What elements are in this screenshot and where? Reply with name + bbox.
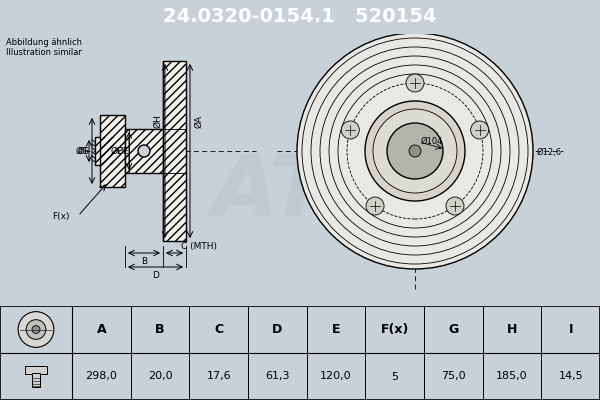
Circle shape [341, 121, 359, 139]
Text: 17,6: 17,6 [206, 372, 231, 382]
Circle shape [373, 109, 457, 193]
Text: 61,3: 61,3 [265, 372, 290, 382]
Text: 5: 5 [391, 372, 398, 382]
Text: 185,0: 185,0 [496, 372, 528, 382]
Bar [32, 373, 40, 387]
Circle shape [446, 197, 464, 215]
Bar [163, 61, 186, 241]
Text: 120,0: 120,0 [320, 372, 352, 382]
Text: ØE: ØE [116, 146, 129, 156]
Text: F(x): F(x) [380, 323, 409, 336]
Text: Abbildung ähnlich: Abbildung ähnlich [6, 38, 82, 47]
Circle shape [366, 197, 384, 215]
Bar [100, 115, 125, 187]
Circle shape [32, 326, 40, 334]
Circle shape [387, 123, 443, 179]
Text: C (MTH): C (MTH) [181, 242, 217, 251]
Text: ØG: ØG [76, 146, 90, 156]
Text: 24.0320-0154.1   520154: 24.0320-0154.1 520154 [163, 7, 437, 26]
Text: D: D [272, 323, 283, 336]
Text: ØI: ØI [77, 146, 87, 156]
Text: 20,0: 20,0 [148, 372, 172, 382]
Circle shape [470, 121, 488, 139]
Bar [95, 137, 114, 165]
Text: Ø104: Ø104 [421, 136, 443, 146]
Bar [125, 129, 163, 173]
Circle shape [409, 145, 421, 157]
Bar [163, 61, 186, 241]
Text: ØA: ØA [194, 114, 203, 128]
Bar [100, 115, 125, 187]
Text: ØE: ØE [110, 146, 123, 156]
Bar [95, 137, 114, 165]
Circle shape [365, 101, 465, 201]
Circle shape [297, 33, 533, 269]
Text: H: H [507, 323, 517, 336]
Text: F(x): F(x) [53, 212, 70, 220]
Text: Illustration similar: Illustration similar [6, 48, 82, 57]
Text: ØH: ØH [153, 114, 162, 128]
Circle shape [26, 320, 46, 339]
Circle shape [138, 145, 150, 157]
Text: I: I [568, 323, 573, 336]
Text: A: A [97, 323, 106, 336]
Text: B: B [155, 323, 165, 336]
Text: ATE: ATE [212, 150, 388, 233]
Text: C: C [214, 323, 223, 336]
Text: 298,0: 298,0 [85, 372, 117, 382]
Text: B: B [141, 257, 147, 266]
Text: D: D [152, 271, 159, 280]
Bar [25, 366, 47, 374]
Bar [125, 129, 163, 173]
Circle shape [18, 312, 54, 347]
Text: E: E [332, 323, 340, 336]
Text: G: G [448, 323, 458, 336]
Circle shape [406, 74, 424, 92]
Text: Ø12,6: Ø12,6 [537, 148, 562, 158]
Text: 14,5: 14,5 [559, 372, 583, 382]
Text: 75,0: 75,0 [441, 372, 466, 382]
